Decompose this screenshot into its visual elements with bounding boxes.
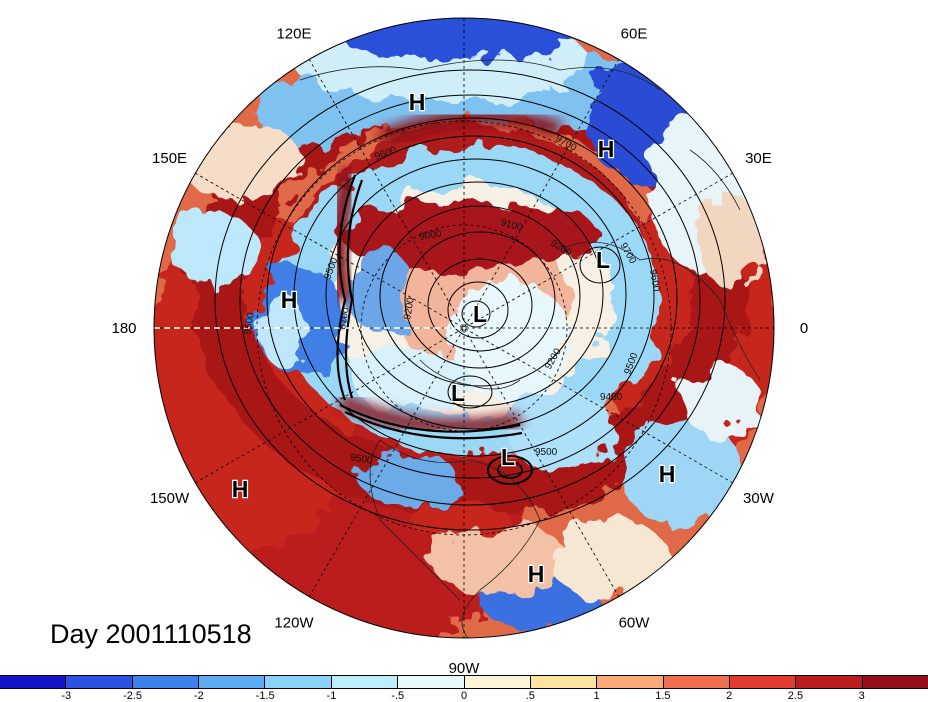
map-border xyxy=(153,17,775,639)
pressure-center-9: H xyxy=(528,561,545,587)
lon-label-4: 30W xyxy=(743,490,775,507)
contour-label-15: 9500 xyxy=(535,447,558,458)
pressure-centers: H H L H L L L H H H xyxy=(230,88,676,589)
colorbar-swatch-2 xyxy=(132,676,200,688)
pressure-center-7: H xyxy=(659,461,676,487)
colorbar-tick-5: -.5 xyxy=(391,690,405,702)
height-contours xyxy=(214,69,726,531)
colorbar xyxy=(0,675,928,689)
colorbar-swatch-0 xyxy=(0,676,67,688)
colorbar-swatch-3 xyxy=(199,676,266,688)
lon-label-9: 180 xyxy=(111,320,136,337)
pressure-center-1: H xyxy=(598,136,615,162)
contour-label-8: 9400 xyxy=(600,392,623,403)
contour-label-12: 9200 xyxy=(402,296,417,320)
colorbar-swatch-13 xyxy=(862,676,928,688)
lon-label-5: 60W xyxy=(619,614,651,631)
lon-label-6: 90W xyxy=(449,660,481,677)
colorbar-tick-4: -1 xyxy=(326,690,337,702)
lon-label-7: 120W xyxy=(274,614,314,631)
colorbar-swatch-8 xyxy=(530,676,598,688)
colorbar-tick-0: -3 xyxy=(61,690,72,702)
lon-label-2: 30E xyxy=(745,150,772,167)
pressure-center-5: L xyxy=(451,380,465,406)
lon-label-10: 150E xyxy=(152,150,187,167)
colorbar-tick-7: .5 xyxy=(525,690,535,702)
colorbar-swatch-5 xyxy=(331,676,399,688)
map-title: Day 2001110518 xyxy=(50,619,252,649)
colorbar-swatch-1 xyxy=(66,676,133,688)
colorbar-swatch-4 xyxy=(265,676,332,688)
colorbar-tick-2: -2 xyxy=(193,690,204,702)
colorbar-tick-9: 1.5 xyxy=(655,690,671,702)
lon-label-11: 120E xyxy=(276,26,311,43)
pressure-center-8: H xyxy=(232,476,249,502)
colorbar-swatch-10 xyxy=(663,676,730,688)
colorbar-tick-3: -1.5 xyxy=(255,690,275,702)
colorbar-tick-12: 3 xyxy=(858,690,865,702)
lon-label-8: 150W xyxy=(150,490,190,507)
longitude-labels: 90E60E30E030W60W90W120W150W180150E120E xyxy=(111,26,808,677)
colorbar-tick-11: 2.5 xyxy=(787,690,804,702)
contour-label-5: 9000 xyxy=(419,228,443,243)
coastlines xyxy=(299,59,761,638)
lon-label-1: 60E xyxy=(621,26,648,43)
contour-label-7: 9500 xyxy=(242,311,257,335)
colorbar-swatch-12 xyxy=(796,676,863,688)
contour-label-10: 9600 xyxy=(647,269,662,293)
lon-label-3: 0 xyxy=(800,320,808,337)
colorbar-swatch-9 xyxy=(597,676,664,688)
graticule xyxy=(154,18,774,638)
pressure-center-0: H xyxy=(409,89,426,115)
colorbar-tick-1: -2.5 xyxy=(123,690,143,702)
pressure-center-6: L xyxy=(501,444,515,470)
colorbar-tick-10: 2 xyxy=(726,690,733,702)
colorbar-swatch-7 xyxy=(464,676,531,688)
colorbar-swatch-6 xyxy=(398,676,465,688)
contour-label-11: 9500 xyxy=(349,452,373,467)
colorbar-swatch-11 xyxy=(729,676,797,688)
colorbar-tick-6: 0 xyxy=(460,690,468,702)
pressure-center-3: H xyxy=(281,287,298,313)
pressure-center-2: L xyxy=(596,247,610,273)
colorbar-tick-8: 1 xyxy=(593,690,600,702)
pressure-center-4: L xyxy=(473,301,487,327)
contour-label-13: 8700 xyxy=(337,306,352,330)
colorbar-ticks: -3 -2.5 -2 -1.5 -1 -.5 0 .5 1 1.5 2 2.5 3 xyxy=(0,690,928,702)
